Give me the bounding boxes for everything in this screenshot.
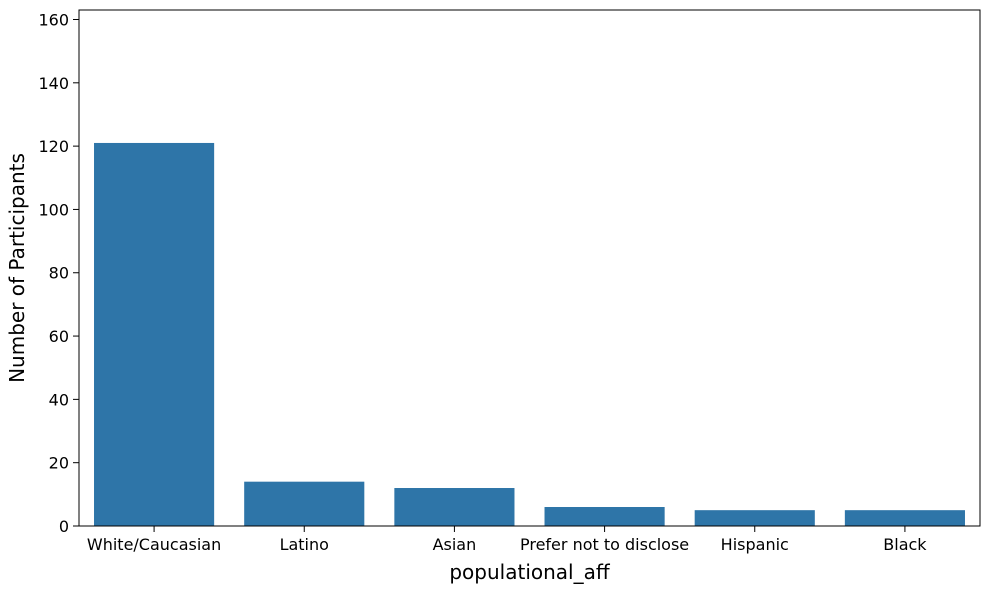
- bars-group: [94, 142, 965, 526]
- y-axis-title: Number of Participants: [5, 153, 29, 383]
- bar-latino: [244, 481, 365, 526]
- x-axis: White/Caucasian Latino Asian Prefer not to …: [87, 526, 927, 554]
- y-tick-label: 0: [59, 517, 69, 536]
- y-tick-label: 140: [38, 74, 69, 93]
- y-tick-label: 40: [49, 390, 69, 409]
- y-tick-label: 20: [49, 454, 69, 473]
- y-tick-label: 120: [38, 137, 69, 156]
- x-tick-label: Hispanic: [721, 535, 789, 554]
- x-axis-title: populational_aff: [449, 560, 610, 584]
- x-tick-label: Black: [883, 535, 927, 554]
- x-tick-label: Latino: [280, 535, 329, 554]
- bar-prefer-not-to-disclose: [544, 507, 665, 526]
- bar-white-caucasian: [94, 142, 215, 526]
- bar-hispanic: [694, 510, 815, 526]
- x-tick-label: Prefer not to disclose: [520, 535, 689, 554]
- y-axis: 0 20 40 60 80 100 120 140 160: [38, 10, 79, 536]
- x-tick-label: Asian: [433, 535, 477, 554]
- y-tick-label: 100: [38, 200, 69, 219]
- y-tick-label: 80: [49, 264, 69, 283]
- y-tick-label: 60: [49, 327, 69, 346]
- bar-black: [844, 510, 965, 526]
- plot-frame: [78, 9, 981, 527]
- y-tick-label: 160: [38, 10, 69, 29]
- bar-asian: [394, 488, 515, 526]
- x-tick-label: White/Caucasian: [87, 535, 221, 554]
